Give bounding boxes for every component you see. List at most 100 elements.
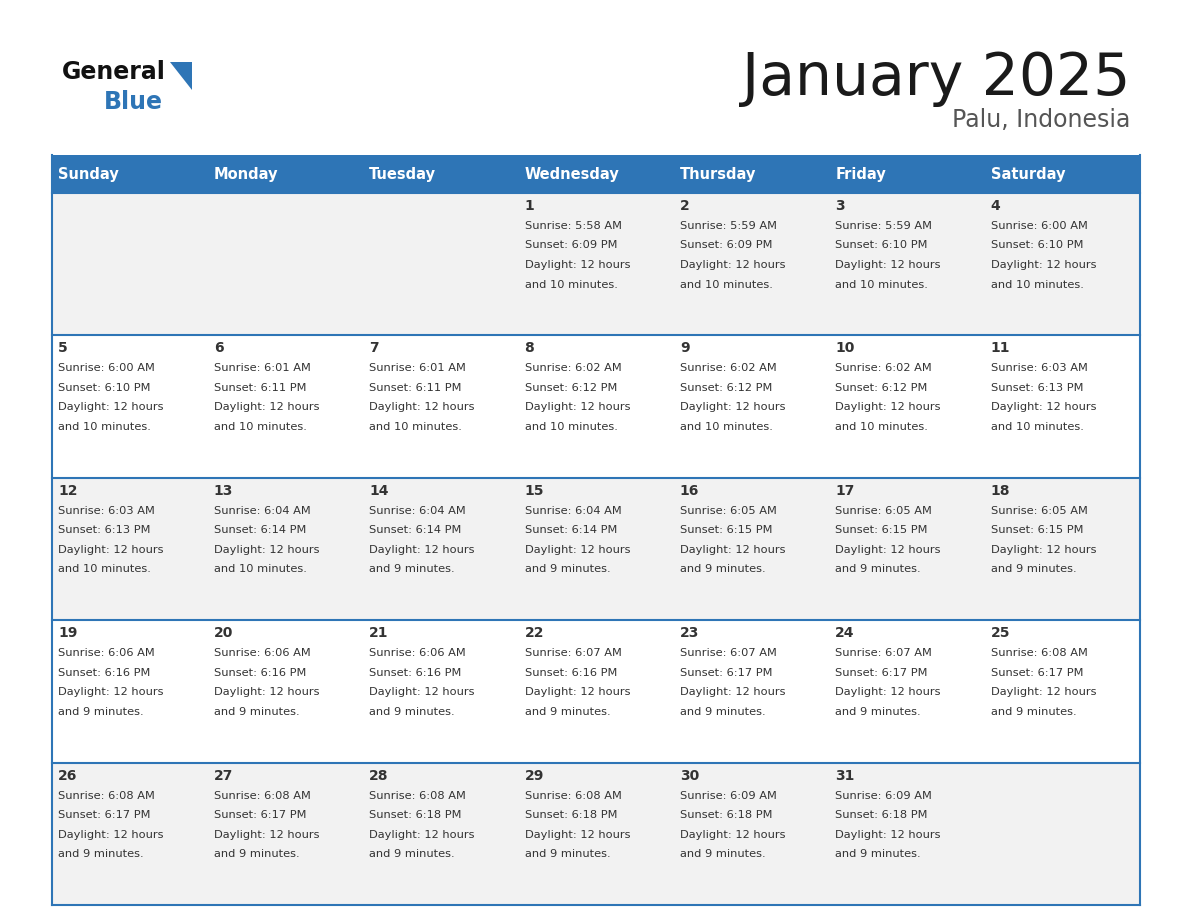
Text: Sunset: 6:11 PM: Sunset: 6:11 PM — [214, 383, 307, 393]
Text: Sunrise: 6:03 AM: Sunrise: 6:03 AM — [991, 364, 1088, 374]
Text: Sunday: Sunday — [58, 166, 119, 182]
Text: 27: 27 — [214, 768, 233, 783]
Text: Sunrise: 6:04 AM: Sunrise: 6:04 AM — [369, 506, 466, 516]
Text: 11: 11 — [991, 341, 1010, 355]
Text: Daylight: 12 hours: Daylight: 12 hours — [525, 402, 630, 412]
Text: Sunrise: 6:07 AM: Sunrise: 6:07 AM — [525, 648, 621, 658]
Text: Sunrise: 6:08 AM: Sunrise: 6:08 AM — [214, 790, 310, 800]
Text: Sunset: 6:12 PM: Sunset: 6:12 PM — [525, 383, 617, 393]
Text: Sunrise: 6:02 AM: Sunrise: 6:02 AM — [680, 364, 777, 374]
Text: Sunset: 6:18 PM: Sunset: 6:18 PM — [835, 810, 928, 820]
Text: Daylight: 12 hours: Daylight: 12 hours — [58, 544, 164, 554]
Text: Sunset: 6:13 PM: Sunset: 6:13 PM — [991, 383, 1083, 393]
Text: and 9 minutes.: and 9 minutes. — [991, 707, 1076, 717]
Text: Daylight: 12 hours: Daylight: 12 hours — [991, 688, 1097, 697]
Text: Sunset: 6:12 PM: Sunset: 6:12 PM — [680, 383, 772, 393]
Text: and 9 minutes.: and 9 minutes. — [369, 849, 455, 859]
Text: 7: 7 — [369, 341, 379, 355]
Text: Sunset: 6:09 PM: Sunset: 6:09 PM — [525, 241, 617, 251]
Text: Daylight: 12 hours: Daylight: 12 hours — [214, 402, 320, 412]
Bar — [52, 763, 1140, 905]
Text: and 10 minutes.: and 10 minutes. — [525, 422, 618, 431]
Text: Sunset: 6:17 PM: Sunset: 6:17 PM — [680, 667, 772, 677]
Text: Daylight: 12 hours: Daylight: 12 hours — [58, 688, 164, 697]
Text: and 10 minutes.: and 10 minutes. — [58, 565, 151, 575]
Text: 21: 21 — [369, 626, 388, 640]
Text: Sunrise: 6:05 AM: Sunrise: 6:05 AM — [835, 506, 933, 516]
Text: Sunrise: 5:58 AM: Sunrise: 5:58 AM — [525, 221, 621, 231]
Text: 3: 3 — [835, 199, 845, 213]
Text: Sunset: 6:11 PM: Sunset: 6:11 PM — [369, 383, 462, 393]
Bar — [985, 155, 1140, 193]
Text: Sunset: 6:18 PM: Sunset: 6:18 PM — [680, 810, 772, 820]
Text: 8: 8 — [525, 341, 535, 355]
Text: and 9 minutes.: and 9 minutes. — [680, 849, 765, 859]
Text: Sunrise: 6:06 AM: Sunrise: 6:06 AM — [58, 648, 154, 658]
Text: Daylight: 12 hours: Daylight: 12 hours — [214, 830, 320, 840]
Text: Daylight: 12 hours: Daylight: 12 hours — [835, 402, 941, 412]
Text: Sunrise: 6:05 AM: Sunrise: 6:05 AM — [680, 506, 777, 516]
Text: and 10 minutes.: and 10 minutes. — [835, 279, 928, 289]
Bar — [52, 193, 1140, 335]
Text: Daylight: 12 hours: Daylight: 12 hours — [835, 830, 941, 840]
Text: Sunrise: 5:59 AM: Sunrise: 5:59 AM — [680, 221, 777, 231]
Text: Daylight: 12 hours: Daylight: 12 hours — [835, 260, 941, 270]
Text: 12: 12 — [58, 484, 77, 498]
Text: Sunset: 6:18 PM: Sunset: 6:18 PM — [369, 810, 462, 820]
Text: 4: 4 — [991, 199, 1000, 213]
Bar — [829, 155, 985, 193]
Text: Sunrise: 6:06 AM: Sunrise: 6:06 AM — [369, 648, 466, 658]
Text: General: General — [62, 60, 166, 84]
Text: and 10 minutes.: and 10 minutes. — [680, 422, 773, 431]
Text: Sunset: 6:18 PM: Sunset: 6:18 PM — [525, 810, 617, 820]
Text: and 9 minutes.: and 9 minutes. — [991, 565, 1076, 575]
Text: 22: 22 — [525, 626, 544, 640]
Text: Blue: Blue — [105, 90, 163, 114]
Text: Sunset: 6:17 PM: Sunset: 6:17 PM — [835, 667, 928, 677]
Text: and 10 minutes.: and 10 minutes. — [369, 422, 462, 431]
Bar — [362, 155, 518, 193]
Text: Daylight: 12 hours: Daylight: 12 hours — [369, 830, 474, 840]
Text: 24: 24 — [835, 626, 855, 640]
Text: Sunrise: 6:01 AM: Sunrise: 6:01 AM — [214, 364, 310, 374]
Text: Tuesday: Tuesday — [369, 166, 436, 182]
Bar — [674, 155, 829, 193]
Text: Sunrise: 6:04 AM: Sunrise: 6:04 AM — [525, 506, 621, 516]
Text: 19: 19 — [58, 626, 77, 640]
Text: Sunrise: 6:09 AM: Sunrise: 6:09 AM — [680, 790, 777, 800]
Text: Sunset: 6:16 PM: Sunset: 6:16 PM — [525, 667, 617, 677]
Text: Daylight: 12 hours: Daylight: 12 hours — [369, 688, 474, 697]
Text: and 9 minutes.: and 9 minutes. — [214, 849, 299, 859]
Text: and 10 minutes.: and 10 minutes. — [991, 279, 1083, 289]
Text: Daylight: 12 hours: Daylight: 12 hours — [369, 402, 474, 412]
Text: Daylight: 12 hours: Daylight: 12 hours — [369, 544, 474, 554]
Text: 17: 17 — [835, 484, 854, 498]
Text: and 9 minutes.: and 9 minutes. — [525, 707, 611, 717]
Text: and 10 minutes.: and 10 minutes. — [525, 279, 618, 289]
Text: Sunset: 6:13 PM: Sunset: 6:13 PM — [58, 525, 151, 535]
Text: and 9 minutes.: and 9 minutes. — [58, 849, 144, 859]
Text: 6: 6 — [214, 341, 223, 355]
Text: and 9 minutes.: and 9 minutes. — [525, 849, 611, 859]
Text: 9: 9 — [680, 341, 689, 355]
Text: 10: 10 — [835, 341, 854, 355]
Text: Sunset: 6:14 PM: Sunset: 6:14 PM — [369, 525, 461, 535]
Text: and 10 minutes.: and 10 minutes. — [991, 422, 1083, 431]
Text: Daylight: 12 hours: Daylight: 12 hours — [991, 402, 1097, 412]
Text: 13: 13 — [214, 484, 233, 498]
Text: Sunset: 6:10 PM: Sunset: 6:10 PM — [58, 383, 151, 393]
Text: Sunset: 6:17 PM: Sunset: 6:17 PM — [991, 667, 1083, 677]
Text: Sunrise: 6:07 AM: Sunrise: 6:07 AM — [680, 648, 777, 658]
Text: and 9 minutes.: and 9 minutes. — [525, 565, 611, 575]
Text: Daylight: 12 hours: Daylight: 12 hours — [835, 688, 941, 697]
Text: Friday: Friday — [835, 166, 886, 182]
Text: Daylight: 12 hours: Daylight: 12 hours — [680, 544, 785, 554]
Text: Sunrise: 6:01 AM: Sunrise: 6:01 AM — [369, 364, 466, 374]
Text: Sunset: 6:14 PM: Sunset: 6:14 PM — [525, 525, 617, 535]
Text: Thursday: Thursday — [680, 166, 757, 182]
Text: Daylight: 12 hours: Daylight: 12 hours — [680, 260, 785, 270]
Text: and 9 minutes.: and 9 minutes. — [835, 707, 921, 717]
Text: Saturday: Saturday — [991, 166, 1066, 182]
Text: 1: 1 — [525, 199, 535, 213]
Text: and 9 minutes.: and 9 minutes. — [369, 707, 455, 717]
